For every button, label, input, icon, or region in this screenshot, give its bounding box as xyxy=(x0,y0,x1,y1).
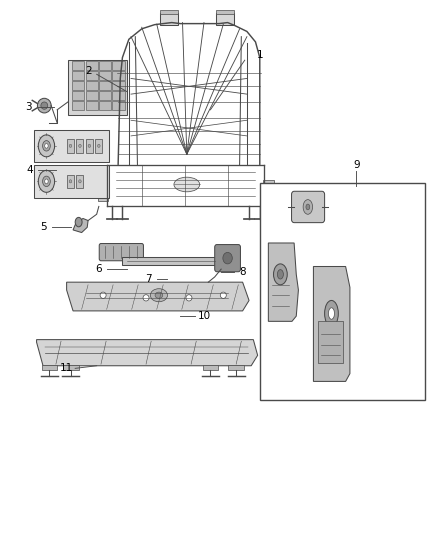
Ellipse shape xyxy=(38,135,55,157)
Bar xyxy=(263,180,273,201)
Ellipse shape xyxy=(41,102,48,109)
Bar xyxy=(113,101,124,110)
Ellipse shape xyxy=(79,144,81,148)
Bar xyxy=(99,91,111,100)
Ellipse shape xyxy=(79,180,81,183)
Polygon shape xyxy=(67,282,249,311)
Bar xyxy=(72,101,85,110)
Bar xyxy=(98,180,108,201)
Polygon shape xyxy=(314,266,350,382)
Bar xyxy=(72,61,85,70)
Text: 4: 4 xyxy=(26,165,32,175)
Bar xyxy=(77,175,83,188)
Bar xyxy=(34,165,109,198)
Ellipse shape xyxy=(277,270,283,279)
Ellipse shape xyxy=(45,179,48,184)
Text: 8: 8 xyxy=(239,266,246,277)
Bar xyxy=(42,365,57,370)
Ellipse shape xyxy=(75,217,82,227)
Bar xyxy=(63,365,79,370)
Bar xyxy=(85,71,98,80)
Bar xyxy=(85,81,98,90)
Bar xyxy=(229,365,244,370)
Text: 5: 5 xyxy=(40,222,46,232)
Bar xyxy=(99,101,111,110)
Bar xyxy=(34,130,109,162)
Bar xyxy=(113,81,124,90)
Text: 7: 7 xyxy=(145,273,152,284)
Bar xyxy=(99,61,111,70)
Ellipse shape xyxy=(69,144,72,148)
Text: 2: 2 xyxy=(85,66,92,76)
Ellipse shape xyxy=(220,292,226,298)
Ellipse shape xyxy=(98,144,100,148)
Bar xyxy=(99,81,111,90)
Ellipse shape xyxy=(150,289,167,302)
Bar xyxy=(113,91,124,100)
Bar xyxy=(86,139,93,152)
Text: 10: 10 xyxy=(198,311,211,321)
Bar xyxy=(68,60,127,115)
Ellipse shape xyxy=(45,143,48,148)
Bar xyxy=(85,61,98,70)
Ellipse shape xyxy=(328,308,335,319)
Bar xyxy=(77,139,83,152)
Ellipse shape xyxy=(42,176,50,187)
Ellipse shape xyxy=(303,200,313,214)
Bar xyxy=(95,139,102,152)
Bar xyxy=(260,183,425,400)
Polygon shape xyxy=(268,243,298,321)
Text: 3: 3 xyxy=(25,102,31,112)
Bar xyxy=(123,257,215,265)
Polygon shape xyxy=(36,340,258,366)
Ellipse shape xyxy=(155,292,163,298)
Ellipse shape xyxy=(306,204,310,210)
Ellipse shape xyxy=(37,98,51,113)
Ellipse shape xyxy=(38,171,55,192)
Ellipse shape xyxy=(174,177,200,192)
Ellipse shape xyxy=(100,292,106,298)
Bar xyxy=(113,61,124,70)
Bar xyxy=(318,321,343,363)
Ellipse shape xyxy=(143,295,149,301)
Bar xyxy=(85,101,98,110)
Ellipse shape xyxy=(88,144,91,148)
Bar xyxy=(72,71,85,80)
FancyBboxPatch shape xyxy=(215,245,240,272)
Polygon shape xyxy=(73,219,88,232)
Text: 9: 9 xyxy=(353,160,360,169)
Bar xyxy=(85,91,98,100)
FancyBboxPatch shape xyxy=(99,244,144,261)
Ellipse shape xyxy=(273,264,287,285)
Ellipse shape xyxy=(325,301,338,327)
Bar xyxy=(203,365,218,370)
Bar xyxy=(215,10,233,14)
Ellipse shape xyxy=(69,180,72,183)
Text: 6: 6 xyxy=(95,264,102,274)
Bar xyxy=(99,71,111,80)
Text: 11: 11 xyxy=(60,364,73,373)
Text: 1: 1 xyxy=(257,50,263,60)
Bar xyxy=(160,13,178,25)
Bar xyxy=(160,10,178,14)
Bar xyxy=(67,139,74,152)
Ellipse shape xyxy=(42,141,50,151)
Bar xyxy=(113,71,124,80)
Ellipse shape xyxy=(186,295,192,301)
Bar xyxy=(67,175,74,188)
Ellipse shape xyxy=(223,253,232,264)
Bar xyxy=(72,81,85,90)
FancyBboxPatch shape xyxy=(292,191,325,223)
Bar xyxy=(215,13,233,25)
Bar xyxy=(72,91,85,100)
